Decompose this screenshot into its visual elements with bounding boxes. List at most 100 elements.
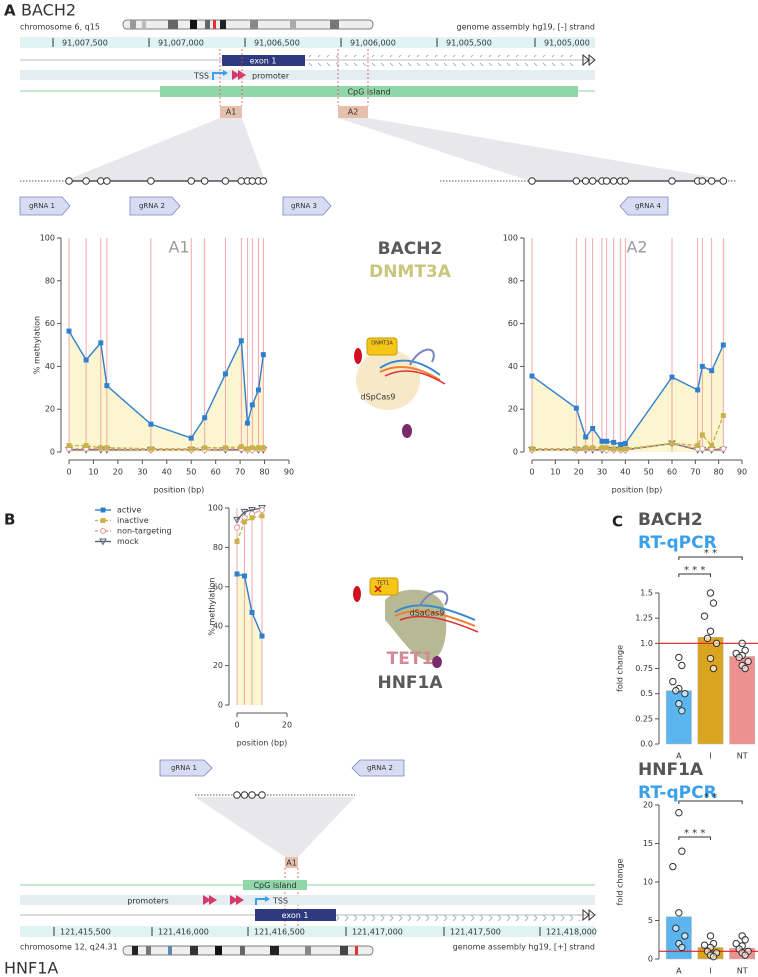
promoter-marks	[232, 70, 246, 80]
x-tick-label: 60	[667, 468, 677, 477]
gene-name: BACH2	[21, 1, 76, 20]
x-tick-label: 40	[620, 468, 630, 477]
chromosome	[122, 945, 374, 956]
effector-domain-label: DNMT3A	[371, 341, 393, 347]
band	[190, 20, 197, 29]
effector-label: TET1	[387, 649, 434, 669]
band	[142, 20, 146, 29]
promoter-label: promoter	[252, 72, 290, 81]
chromosome-label: chromosome 6, q15	[20, 23, 100, 32]
data-point	[678, 707, 686, 715]
data-point	[675, 909, 683, 917]
data-point	[672, 924, 680, 932]
data-point	[678, 847, 686, 855]
y-tick-label: 40	[45, 362, 55, 371]
grna-label: gRNA 2	[139, 202, 165, 210]
y-tick-label: 0	[50, 448, 55, 457]
coordinate: 91,005,500	[446, 39, 492, 48]
marker	[695, 387, 701, 393]
significance-label: * * *	[684, 565, 705, 576]
marker	[240, 508, 249, 516]
marker	[98, 445, 104, 451]
x-tick-label: A	[676, 967, 682, 976]
marker	[604, 438, 610, 444]
assembly-label: genome assembly hg19, [+] strand	[453, 943, 595, 952]
y-tick-label: 10	[643, 878, 653, 887]
marker	[66, 328, 72, 334]
cpg-site	[581, 177, 590, 185]
data-point	[706, 627, 715, 635]
x-tick-label: 0	[529, 468, 534, 477]
dna-strand	[384, 370, 446, 385]
y-tick-label: 80	[508, 276, 518, 285]
series-line	[236, 509, 263, 529]
y-tick-label: 5	[648, 916, 653, 925]
cpg-label: CpG island	[347, 88, 390, 97]
x-tick-label: 0	[66, 468, 71, 477]
y-tick-label: 1.0	[640, 639, 653, 648]
marker	[244, 446, 250, 452]
data-point	[681, 932, 689, 940]
zoom-fan	[195, 797, 355, 857]
region-box	[220, 106, 242, 118]
cpg-site	[82, 177, 90, 185]
x-axis-label: position (bp)	[612, 486, 663, 495]
cas9-body	[385, 589, 447, 661]
marker	[233, 516, 241, 524]
cpg-site	[187, 177, 196, 185]
marker	[709, 368, 715, 374]
cpg-site	[698, 177, 707, 185]
cpg-site	[588, 177, 597, 185]
grna-arrow	[129, 196, 181, 216]
panel-label: C	[612, 513, 623, 531]
cpg-site	[719, 177, 728, 185]
y-tick-label: 1.25	[635, 614, 653, 623]
data-point	[706, 589, 715, 597]
data-point	[741, 936, 749, 944]
series-line	[236, 515, 263, 542]
y-tick-label: 20	[643, 801, 653, 810]
zoom-fan	[64, 118, 265, 181]
marker	[699, 432, 705, 438]
marker	[238, 338, 244, 344]
dna-strand	[379, 359, 441, 376]
promoter-track	[20, 895, 595, 905]
x-tick-label: 60	[211, 468, 221, 477]
legend-marker	[99, 538, 107, 546]
y-tick-label: 1.5	[640, 589, 653, 598]
marker	[98, 340, 104, 346]
band	[250, 20, 258, 29]
significance-label: * *	[704, 792, 717, 803]
dna-strand	[379, 365, 441, 381]
marker	[238, 444, 244, 450]
marker	[618, 446, 624, 452]
marker	[255, 387, 261, 393]
y-tick-label: 0	[513, 448, 518, 457]
x-tick-label: 50	[186, 468, 196, 477]
locus-marker	[355, 946, 358, 955]
band	[330, 20, 339, 29]
dsacas9-cartoon: TET1 dSaCas9	[353, 577, 479, 668]
chromosome-label: chromosome 12, q24.31	[20, 943, 118, 952]
data-point	[681, 689, 689, 698]
x-axis-label: position (bp)	[154, 486, 205, 495]
marker	[244, 420, 250, 426]
x-tick-label: 20	[574, 468, 584, 477]
cpg-site	[248, 177, 257, 185]
data-point	[700, 612, 709, 620]
cpg-site	[96, 177, 105, 185]
data-point	[712, 639, 721, 648]
exon-label: exon 1	[250, 57, 277, 66]
coordinate-bar	[20, 926, 595, 937]
coordinate: 121,416,500	[254, 928, 305, 937]
coordinate: 121,416,000	[158, 928, 209, 937]
n-terminus	[354, 348, 362, 364]
cpg-site	[602, 177, 611, 185]
data-point	[700, 941, 709, 949]
band	[168, 20, 178, 29]
y-tick-label: 20	[45, 405, 55, 414]
grna-loop	[409, 348, 435, 366]
marker	[599, 438, 605, 444]
data-point	[709, 952, 718, 961]
cpg-site	[668, 177, 676, 185]
